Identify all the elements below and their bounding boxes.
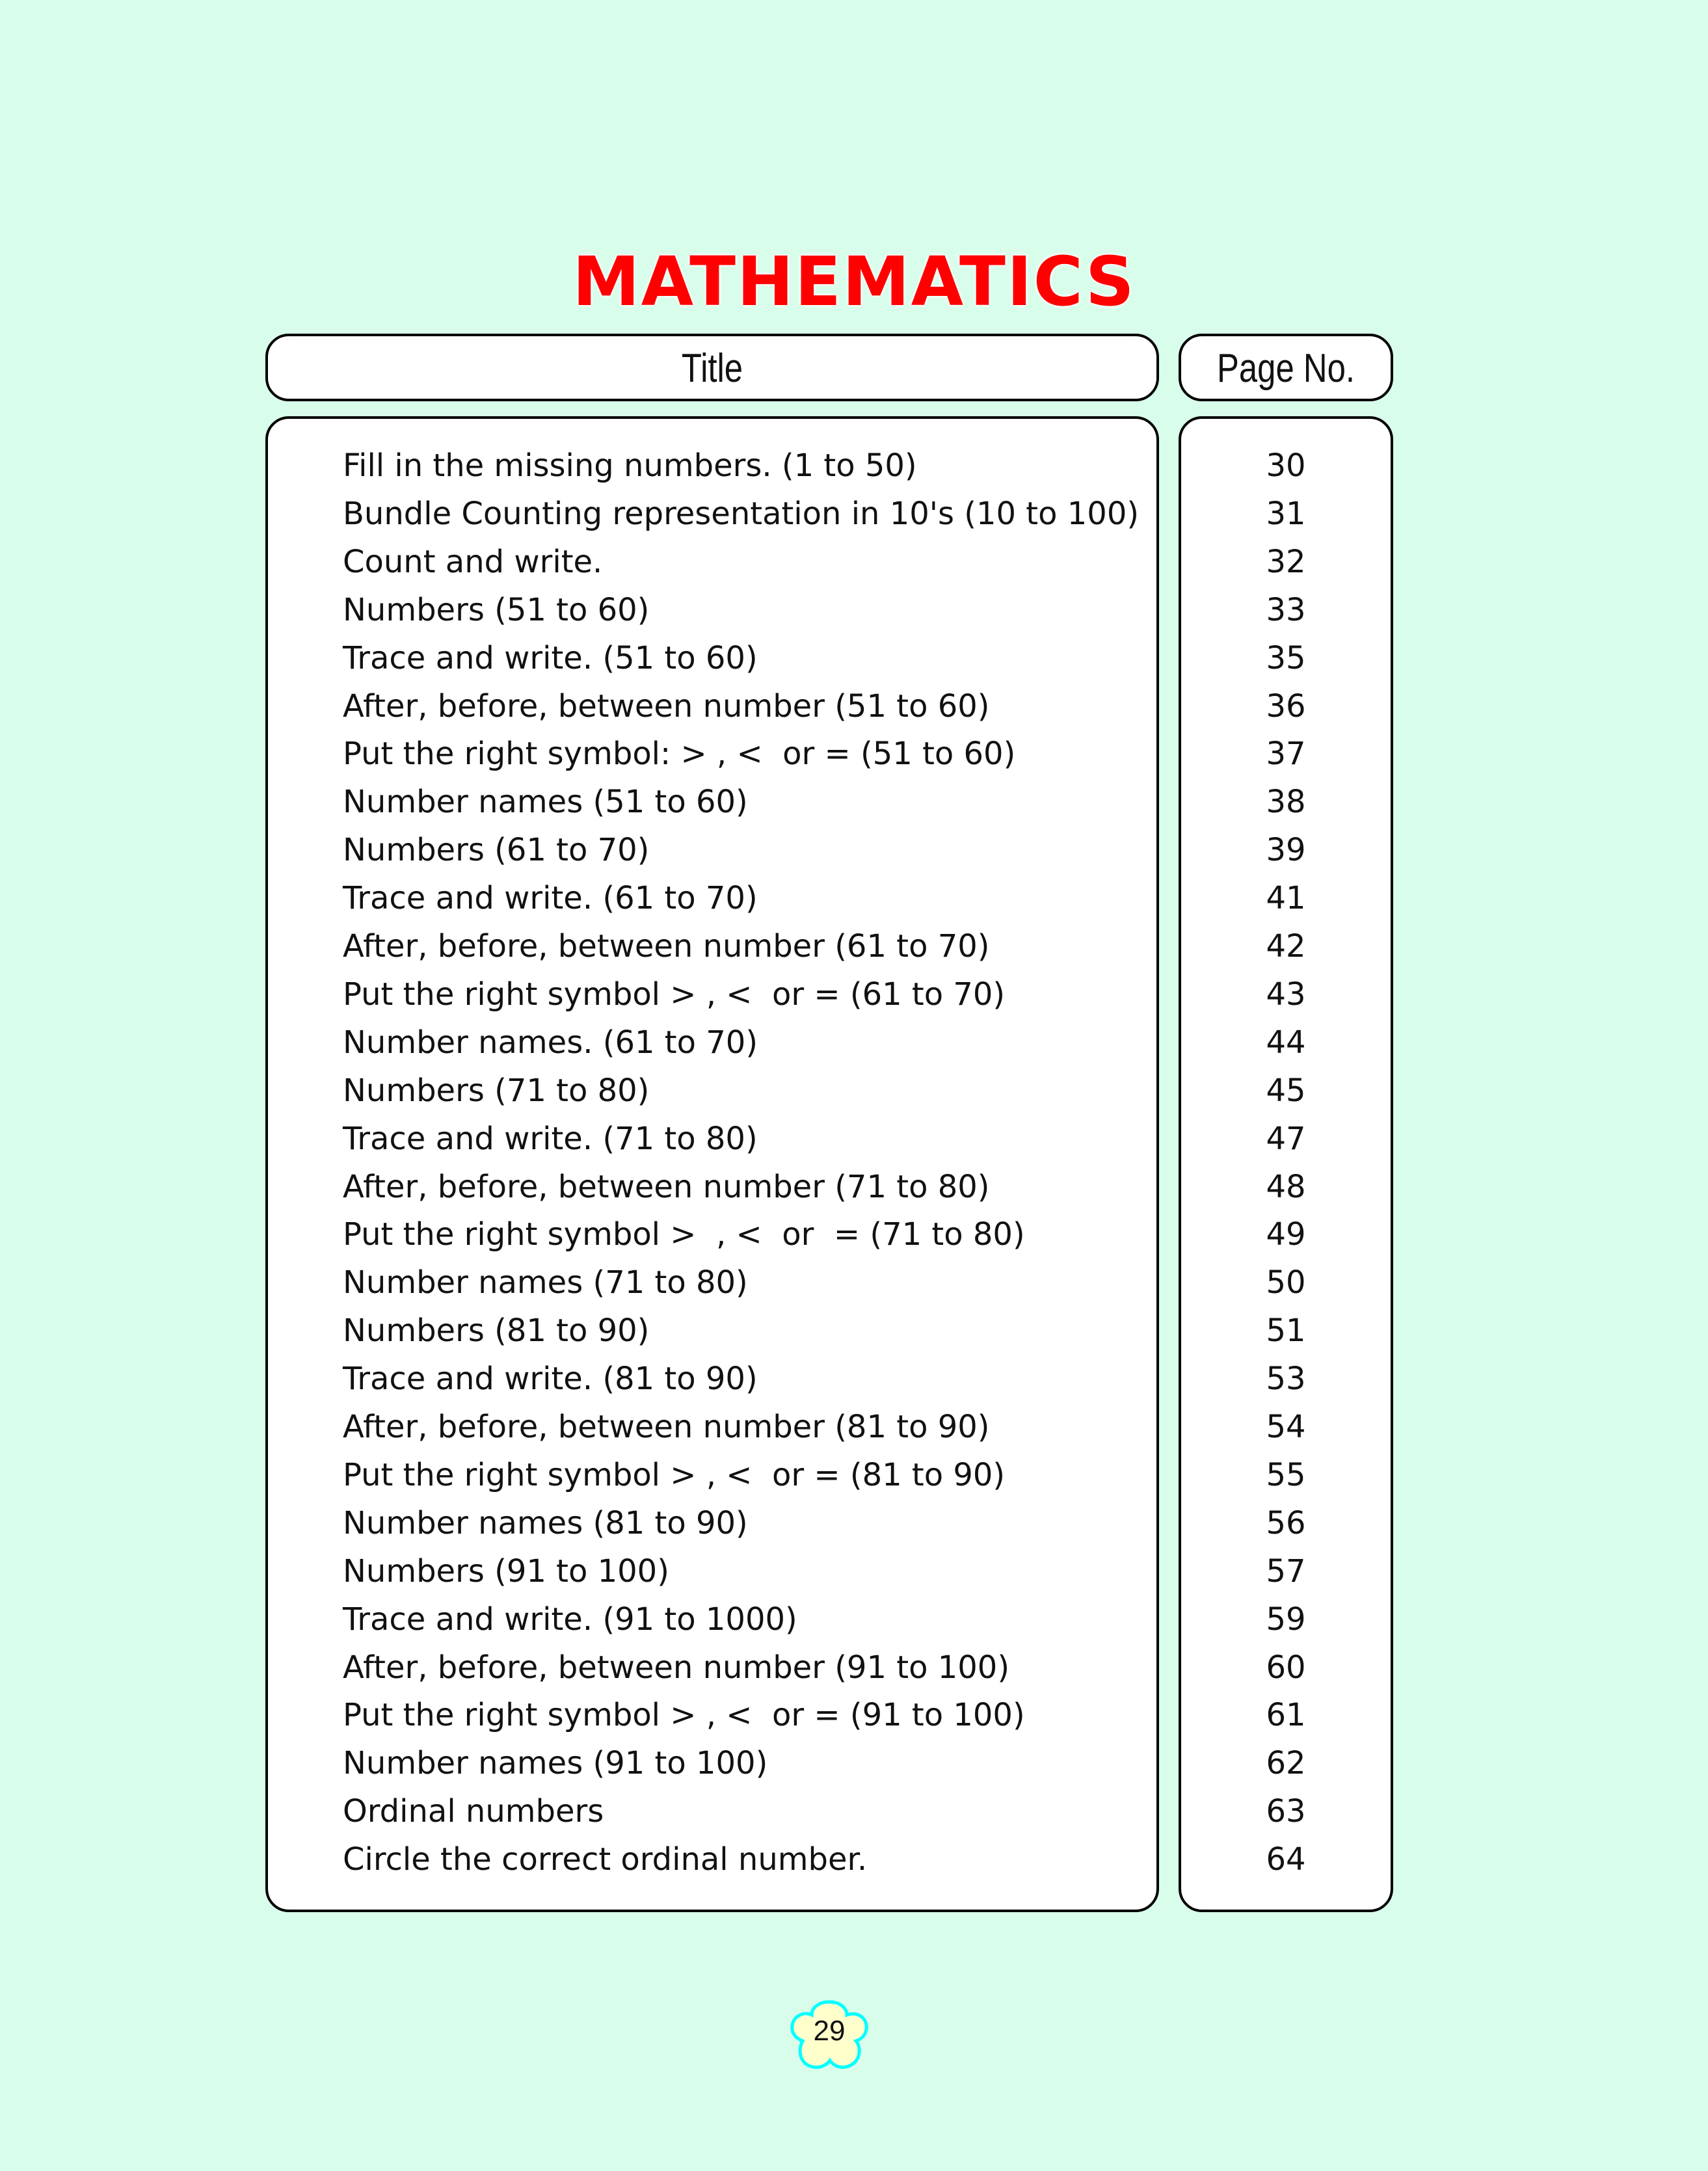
contents-title-list: Fill in the missing numbers. (1 to 50) Bu… — [265, 416, 1159, 1912]
toc-entry-title: Number names (71 to 80) — [343, 1264, 748, 1301]
toc-entry-page: 44 — [1266, 1024, 1306, 1061]
toc-entry-page: 37 — [1266, 736, 1306, 773]
toc-entry-page: 49 — [1266, 1216, 1306, 1253]
toc-entry-page: 54 — [1266, 1409, 1306, 1445]
toc-entry-title: After, before, between number (61 to 70) — [343, 928, 990, 965]
flower-page-badge-icon — [790, 2000, 868, 2069]
page-heading: MATHEMATICS — [572, 242, 1136, 321]
toc-entry-title: Put the right symbol > , < or = (91 to 1… — [343, 1697, 1025, 1734]
toc-entry-title: Put the right symbol > , < or = (61 to 7… — [343, 976, 1006, 1013]
toc-entry-title: Fill in the missing numbers. (1 to 50) — [343, 447, 917, 484]
toc-entry-title: Trace and write. (91 to 1000) — [343, 1601, 797, 1638]
toc-entry-page: 42 — [1266, 928, 1306, 965]
toc-entry-page: 33 — [1266, 591, 1306, 628]
title-column-header: Title — [265, 334, 1159, 401]
toc-entry-title: Trace and write. (51 to 60) — [343, 639, 758, 676]
toc-entry-page: 56 — [1266, 1504, 1306, 1541]
toc-entry-title: Numbers (51 to 60) — [343, 591, 650, 628]
toc-entry-title: Circle the correct ordinal number. — [343, 1841, 868, 1878]
toc-entry-title: Number names. (61 to 70) — [343, 1024, 758, 1061]
toc-entry-page: 32 — [1266, 543, 1306, 580]
toc-entry-page: 55 — [1266, 1456, 1306, 1493]
toc-entry-page: 64 — [1266, 1841, 1306, 1878]
title-column-label: Title — [681, 346, 743, 391]
toc-entry-title: After, before, between number (51 to 60) — [343, 687, 990, 725]
toc-entry-page: 45 — [1266, 1072, 1306, 1109]
toc-entry-page: 62 — [1266, 1745, 1306, 1782]
toc-entry-page: 35 — [1266, 639, 1306, 676]
toc-entry-title: Put the right symbol: > , < or = (51 to … — [343, 736, 1016, 773]
toc-entry-page: 47 — [1266, 1120, 1306, 1157]
toc-entry-page: 59 — [1266, 1601, 1306, 1638]
toc-entry-page: 60 — [1266, 1649, 1306, 1686]
toc-entry-page: 31 — [1266, 495, 1306, 532]
toc-entry-title: Put the right symbol > , < or = (71 to 8… — [343, 1216, 1025, 1253]
toc-entry-title: Put the right symbol > , < or = (81 to 9… — [343, 1456, 1006, 1493]
toc-entry-page: 39 — [1266, 832, 1306, 869]
toc-entry-page: 38 — [1266, 784, 1306, 821]
toc-entry-title: Trace and write. (81 to 90) — [343, 1361, 758, 1398]
page-column-label: Page No. — [1217, 346, 1355, 391]
toc-entry-page: 36 — [1266, 687, 1306, 725]
toc-entry-page: 63 — [1266, 1793, 1306, 1830]
page-column-header: Page No. — [1179, 334, 1393, 401]
toc-entry-page: 41 — [1266, 880, 1306, 917]
toc-entry-title: Number names (81 to 90) — [343, 1504, 748, 1541]
toc-entry-page: 43 — [1266, 976, 1306, 1013]
toc-entry-title: Numbers (91 to 100) — [343, 1552, 669, 1590]
toc-entry-title: Bundle Counting representation in 10's (… — [343, 495, 1140, 532]
toc-entry-title: After, before, between number (91 to 100… — [343, 1649, 1010, 1686]
toc-entry-page: 57 — [1266, 1552, 1306, 1590]
toc-entry-page: 50 — [1266, 1264, 1306, 1301]
toc-entry-title: Number names (91 to 100) — [343, 1745, 768, 1782]
contents-page-list: 30 31 32 33 35 36 37 38 39 41 42 43 44 45 47 48 49 50 51 53… — [1179, 416, 1393, 1912]
toc-entry-title: Number names (51 to 60) — [343, 784, 748, 821]
toc-entry-title: Count and write. — [343, 543, 603, 580]
toc-entry-page: 61 — [1266, 1697, 1306, 1734]
toc-entry-title: Trace and write. (71 to 80) — [343, 1120, 758, 1157]
toc-entry-title: After, before, between number (71 to 80) — [343, 1168, 990, 1205]
toc-entry-title: After, before, between number (81 to 90) — [343, 1409, 990, 1445]
toc-entry-page: 51 — [1266, 1312, 1306, 1350]
toc-entry-page: 48 — [1266, 1168, 1306, 1205]
toc-entry-page: 53 — [1266, 1361, 1306, 1398]
toc-entry-title: Numbers (71 to 80) — [343, 1072, 650, 1109]
page-number: 29 — [813, 2015, 846, 2047]
toc-entry-title: Trace and write. (61 to 70) — [343, 880, 758, 917]
toc-entry-title: Numbers (61 to 70) — [343, 832, 650, 869]
toc-entry-title: Ordinal numbers — [343, 1793, 604, 1830]
toc-entry-title: Numbers (81 to 90) — [343, 1312, 650, 1350]
toc-entry-page: 30 — [1266, 447, 1306, 484]
